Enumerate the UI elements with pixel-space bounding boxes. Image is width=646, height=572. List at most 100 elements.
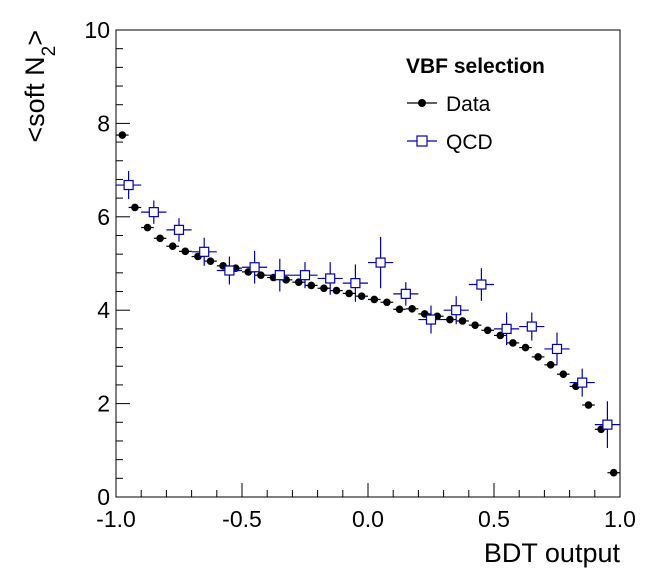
- data-point: [128, 203, 142, 212]
- qcd-marker: [375, 257, 386, 268]
- legend-qcd-marker: [416, 135, 428, 147]
- data-marker: [156, 234, 164, 243]
- qcd-point: [216, 256, 242, 285]
- qcd-marker: [577, 377, 588, 388]
- data-marker: [131, 203, 139, 212]
- x-tick-label: -1.0: [96, 506, 136, 532]
- qcd-marker: [224, 265, 235, 276]
- data-point: [166, 242, 179, 251]
- data-point: [443, 315, 457, 324]
- data-point: [305, 281, 318, 290]
- qcd-marker: [249, 262, 260, 273]
- qcd-marker: [274, 270, 285, 281]
- data-marker: [143, 223, 152, 232]
- data-series-layer: [116, 131, 620, 477]
- qcd-marker: [199, 246, 210, 257]
- data-point: [204, 257, 217, 265]
- qcd-marker: [148, 207, 159, 218]
- y-axis-label-subscript: 2: [39, 46, 60, 57]
- qcd-point: [544, 332, 570, 366]
- data-marker: [307, 281, 316, 290]
- data-point: [317, 284, 331, 293]
- qcd-point: [368, 236, 394, 289]
- data-point: [368, 295, 381, 304]
- qcd-marker: [173, 224, 185, 235]
- qcd-marker: [451, 305, 462, 316]
- x-tick-label: -0.5: [222, 506, 262, 532]
- data-marker: [395, 305, 404, 314]
- qcd-point: [166, 218, 192, 242]
- data-point: [468, 321, 482, 329]
- data-marker: [509, 339, 517, 347]
- data-point: [380, 298, 394, 307]
- data-marker: [584, 401, 593, 409]
- series-data: [116, 131, 620, 477]
- data-point: [342, 289, 356, 298]
- legend-data-label: Data: [446, 93, 491, 116]
- y-axis-ticks: 0 2 4 6 8 10: [84, 17, 130, 510]
- data-marker: [370, 295, 379, 304]
- data-point: [292, 278, 305, 286]
- data-marker: [320, 284, 328, 293]
- legend-qcd-label: QCD: [446, 131, 493, 154]
- data-marker: [383, 298, 391, 307]
- data-point: [557, 370, 570, 378]
- data-point: [153, 234, 167, 243]
- qcd-point: [292, 262, 318, 289]
- qcd-point: [519, 312, 545, 341]
- qcd-point: [116, 171, 142, 200]
- y-tick-label: 6: [97, 204, 110, 230]
- data-marker: [181, 247, 190, 256]
- data-marker: [168, 242, 177, 251]
- x-tick-label: 0.5: [478, 506, 510, 532]
- y-tick-label: 0: [97, 484, 110, 510]
- qcd-marker: [299, 270, 311, 281]
- qcd-point: [191, 237, 217, 266]
- data-marker: [332, 286, 341, 295]
- y-axis-label-main: <soft N: [20, 56, 50, 142]
- qcd-marker: [551, 343, 563, 355]
- legend: VBF selection Data QCD: [406, 55, 545, 154]
- qcd-point: [242, 250, 268, 284]
- qcd-marker: [425, 314, 437, 325]
- data-point: [116, 131, 129, 139]
- data-marker: [483, 326, 492, 335]
- data-point: [405, 304, 419, 313]
- y-axis-label-end: >: [20, 30, 50, 46]
- data-marker: [446, 315, 454, 324]
- data-point: [355, 292, 368, 300]
- data-point: [481, 326, 494, 335]
- y-tick-label: 8: [97, 110, 110, 136]
- data-point: [531, 353, 545, 361]
- x-axis-label: BDT output: [484, 538, 621, 568]
- qcd-point: [393, 282, 419, 306]
- x-tick-label: 0.0: [352, 506, 384, 532]
- data-point: [254, 271, 268, 279]
- qcd-marker: [476, 279, 487, 290]
- data-point: [582, 401, 595, 409]
- legend-entry-qcd: QCD: [407, 131, 493, 154]
- qcd-point: [141, 200, 167, 224]
- data-point: [179, 247, 192, 256]
- qcd-marker: [526, 321, 537, 332]
- data-marker: [471, 321, 479, 329]
- data-marker: [559, 370, 568, 378]
- plot-frame: [115, 29, 621, 498]
- data-point: [519, 343, 532, 352]
- y-tick-label: 2: [97, 391, 110, 417]
- qcd-point: [569, 368, 595, 397]
- data-marker: [521, 343, 530, 352]
- data-point: [141, 223, 154, 232]
- data-marker: [458, 317, 467, 325]
- data-marker: [357, 292, 366, 300]
- y-tick-label: 10: [84, 17, 110, 43]
- data-point: [330, 286, 343, 295]
- series-qcd: [116, 171, 620, 448]
- data-point: [506, 339, 520, 347]
- qcd-marker: [325, 273, 336, 284]
- data-marker: [206, 257, 215, 265]
- y-tick-label: 4: [97, 297, 110, 323]
- data-marker: [118, 131, 127, 139]
- qcd-marker: [602, 419, 613, 430]
